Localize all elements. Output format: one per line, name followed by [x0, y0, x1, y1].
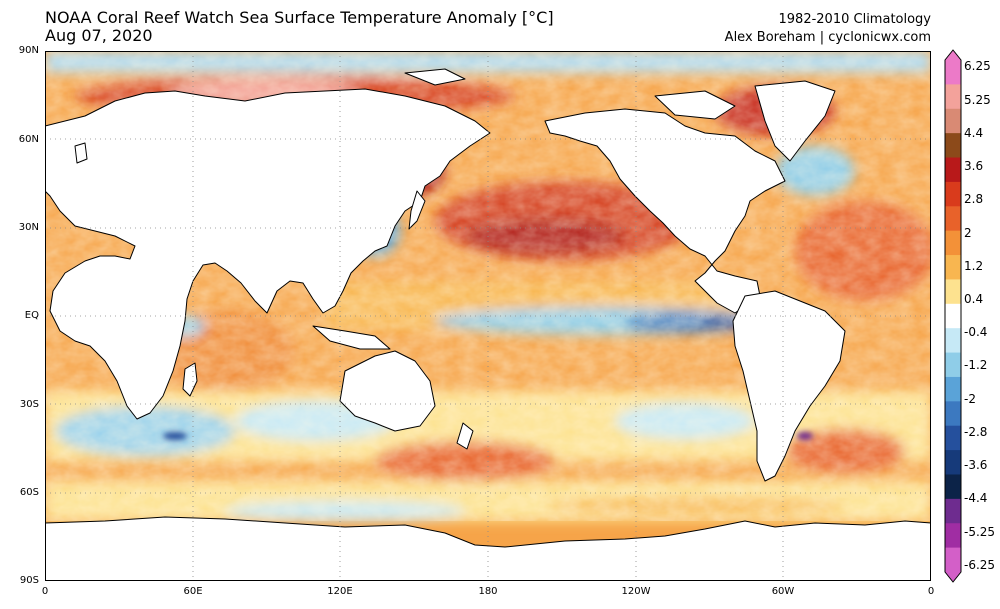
colorbar-swatch — [945, 498, 961, 524]
lat-label-60s: 60S — [19, 487, 39, 498]
colorbar-label-2-8: 2.8 — [964, 192, 984, 206]
lat-label-30s: 30S — [19, 399, 39, 410]
colorbar-outline — [944, 49, 962, 583]
lon-label-60w: 60W — [771, 586, 795, 597]
colorbar-extend-bottom — [945, 572, 961, 582]
canadian-arctic-islands — [654, 90, 736, 120]
lon-label-180: 180 — [478, 586, 498, 597]
colorbar-swatch — [945, 206, 961, 232]
colorbar-swatch — [945, 60, 961, 85]
colorbar-swatch — [945, 547, 961, 573]
eurasia-africa — [45, 88, 491, 420]
lat-label-eq: EQ — [24, 310, 39, 321]
colorbar-swatch — [945, 352, 961, 378]
lon-label-120e: 120E — [327, 586, 353, 597]
colorbar-swatch — [945, 425, 961, 451]
colorbar-label-2: 2 — [964, 226, 972, 240]
land-masses — [45, 68, 931, 581]
colorbar — [944, 49, 962, 583]
colorbar-swatch — [945, 181, 961, 207]
new-zealand — [456, 422, 474, 450]
colorbar-swatch — [945, 376, 961, 402]
colorbar-label-neg-1-2: -1.2 — [964, 358, 988, 372]
lat-label-90s: 90S — [19, 575, 39, 586]
colorbar-swatch — [945, 474, 961, 500]
title-line-2: Aug 07, 2020 — [45, 26, 153, 45]
colorbar-label-6-25: 6.25 — [964, 59, 991, 73]
colorbar-label-3-6: 3.6 — [964, 159, 984, 173]
lon-label-0-left: 0 — [41, 586, 49, 597]
colorbar-swatches — [945, 50, 961, 582]
colorbar-swatch — [945, 450, 961, 475]
colorbar-swatch — [945, 401, 961, 427]
lat-label-90n: 90N — [18, 45, 39, 56]
south-america — [732, 290, 846, 482]
colorbar-swatch — [945, 303, 961, 329]
antarctica — [45, 516, 931, 581]
colorbar-label-neg-3-6: -3.6 — [964, 458, 988, 472]
colorbar-label-0-4: 0.4 — [964, 292, 984, 306]
map-border — [45, 51, 931, 581]
lon-label-60e: 60E — [183, 586, 203, 597]
australia — [339, 350, 436, 432]
greenland — [754, 80, 836, 162]
colorbar-extend-top — [945, 50, 961, 60]
lat-label-60n: 60N — [18, 134, 39, 145]
colorbar-label-neg-4-4: -4.4 — [964, 491, 988, 505]
lat-label-30n: 30N — [18, 222, 39, 233]
indonesia — [312, 325, 391, 350]
colorbar-label-neg-5-25: -5.25 — [964, 525, 996, 539]
colorbar-label-neg-2-8: -2.8 — [964, 425, 988, 439]
sst-anomaly-map — [45, 51, 931, 581]
north-america — [544, 108, 786, 314]
colorbar-label-neg-6-25: -6.25 — [964, 558, 996, 572]
colorbar-swatch — [945, 157, 961, 183]
colorbar-swatch — [945, 328, 961, 354]
title-line-1: NOAA Coral Reef Watch Sea Surface Temper… — [45, 8, 554, 27]
lon-label-0-right: 0 — [927, 586, 935, 597]
climatology-label: 1982-2010 Climatology — [778, 12, 931, 27]
british-isles — [74, 142, 88, 164]
colorbar-swatch — [945, 84, 961, 110]
japan — [408, 190, 426, 230]
colorbar-swatch — [945, 230, 961, 256]
madagascar — [182, 362, 198, 397]
colorbar-label-neg-0-4: -0.4 — [964, 325, 988, 339]
colorbar-label-4-4: 4.4 — [964, 126, 984, 140]
colorbar-swatch — [945, 108, 961, 134]
colorbar-swatch — [945, 279, 961, 305]
colorbar-swatch — [945, 523, 961, 549]
colorbar-label-1-2: 1.2 — [964, 259, 984, 273]
colorbar-swatch — [945, 133, 961, 159]
lon-label-120w: 120W — [621, 586, 651, 597]
graticule — [45, 51, 931, 581]
credit-label: Alex Boreham | cyclonicwx.com — [724, 30, 931, 45]
colorbar-label-5-25: 5.25 — [964, 93, 991, 107]
svalbard-region — [404, 68, 466, 86]
colorbar-label-neg-2: -2 — [964, 392, 976, 406]
colorbar-swatch — [945, 255, 961, 280]
